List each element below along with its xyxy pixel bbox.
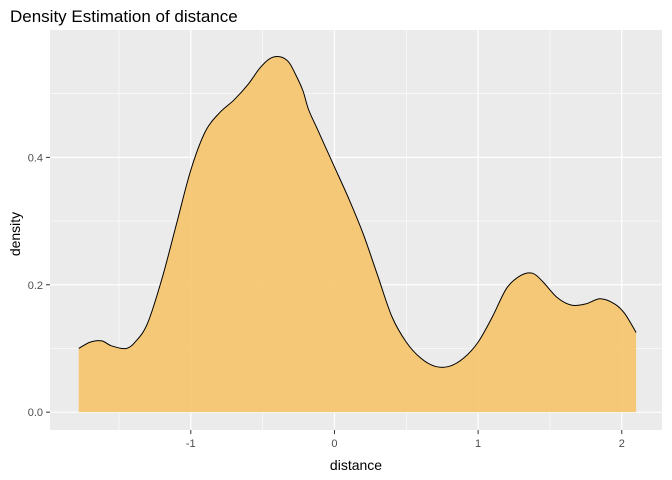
x-tick-label: 1 [475, 438, 481, 450]
x-tick-label: -1 [186, 438, 196, 450]
chart-title: Density Estimation of distance [10, 7, 238, 26]
y-tick-label: 0.4 [28, 152, 43, 164]
y-tick-label: 0.0 [28, 407, 43, 419]
y-axis-title: density [7, 212, 23, 256]
y-axis: 0.0 0.2 0.4 [28, 152, 50, 419]
y-tick-label: 0.2 [28, 280, 43, 292]
x-axis: -1 0 1 2 [186, 430, 625, 450]
x-tick-label: 2 [619, 438, 625, 450]
density-area [78, 56, 637, 413]
density-curve [78, 56, 637, 368]
density-area-layer [78, 56, 637, 413]
x-tick-label: 0 [331, 438, 337, 450]
x-axis-title: distance [330, 457, 382, 473]
